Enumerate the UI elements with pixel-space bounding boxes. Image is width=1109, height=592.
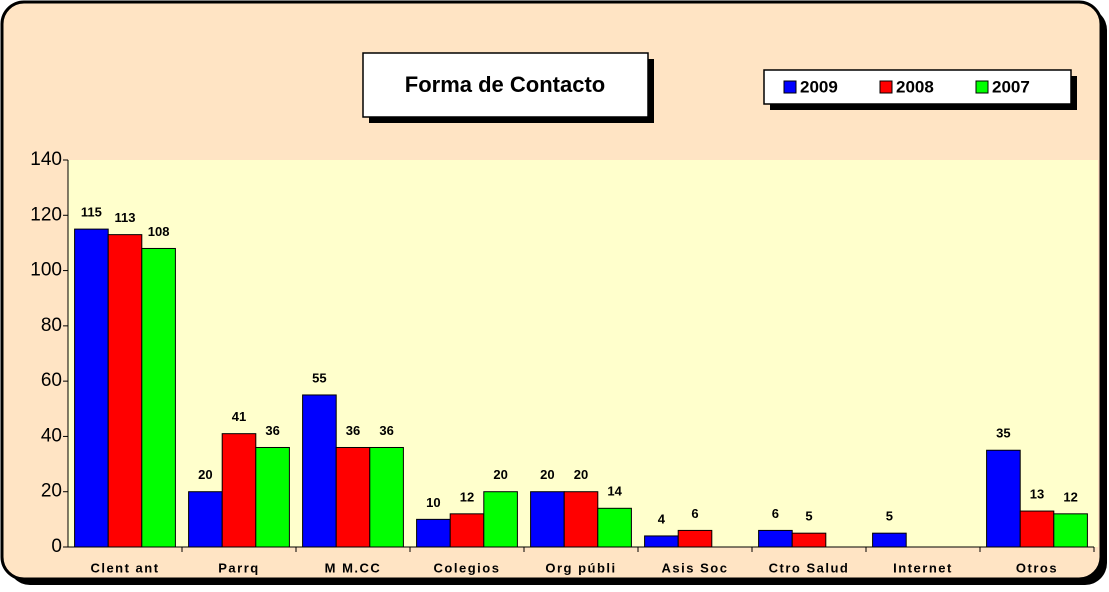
y-tick-label: 20 bbox=[41, 481, 62, 502]
x-tick-label: Clent ant bbox=[90, 560, 159, 575]
x-tick-label: Parrq bbox=[218, 560, 259, 575]
data-label: 20 bbox=[574, 467, 588, 482]
x-tick-label: M M.CC bbox=[325, 560, 382, 575]
legend-swatch bbox=[975, 80, 989, 94]
data-label: 14 bbox=[607, 484, 622, 499]
legend-swatch bbox=[879, 80, 893, 94]
data-label: 5 bbox=[805, 509, 812, 524]
data-label: 113 bbox=[115, 210, 136, 225]
data-label: 4 bbox=[658, 511, 666, 526]
x-tick-label: Asis Soc bbox=[662, 560, 729, 575]
data-label: 20 bbox=[493, 467, 507, 482]
bar bbox=[141, 247, 176, 548]
data-label: 13 bbox=[1030, 487, 1044, 502]
bar bbox=[335, 446, 371, 548]
y-tick-label: 80 bbox=[41, 315, 62, 336]
data-label: 6 bbox=[772, 506, 779, 521]
bar bbox=[449, 513, 485, 548]
data-label: 41 bbox=[232, 409, 246, 424]
data-label: 36 bbox=[346, 423, 360, 438]
data-label: 20 bbox=[540, 467, 554, 482]
bar bbox=[644, 535, 679, 548]
bar bbox=[1053, 513, 1088, 548]
y-tick-label: 40 bbox=[41, 425, 62, 446]
title-box bbox=[362, 52, 649, 118]
bar bbox=[597, 507, 632, 548]
bar bbox=[530, 491, 565, 548]
bar bbox=[758, 529, 793, 548]
plot: 0 20 40 60 80 100 120 140 Clent ant 115 113 108 Parr… bbox=[30, 149, 1095, 575]
bar bbox=[791, 532, 827, 548]
bar bbox=[872, 532, 907, 548]
bar bbox=[1019, 510, 1055, 548]
y-tick-label: 100 bbox=[30, 260, 62, 281]
legend-label: 2008 bbox=[896, 77, 934, 96]
bar bbox=[107, 234, 143, 548]
bar bbox=[563, 491, 599, 548]
x-tick-label: Otros bbox=[1016, 560, 1058, 575]
x-tick-label: Internet bbox=[893, 560, 953, 575]
data-label: 12 bbox=[1063, 489, 1077, 504]
data-label: 55 bbox=[312, 370, 326, 385]
legend-label: 2009 bbox=[800, 77, 838, 96]
data-label: 36 bbox=[379, 423, 393, 438]
data-label: 36 bbox=[265, 423, 279, 438]
legend-box bbox=[763, 69, 1072, 105]
bar bbox=[483, 491, 518, 548]
y-tick-label: 60 bbox=[41, 370, 62, 391]
y-tick-label: 120 bbox=[30, 204, 62, 225]
bar bbox=[188, 491, 223, 548]
data-label: 6 bbox=[691, 506, 698, 521]
x-tick-label: Colegios bbox=[434, 560, 501, 575]
data-label: 108 bbox=[148, 224, 170, 239]
data-label: 10 bbox=[426, 495, 440, 510]
data-label: 35 bbox=[996, 426, 1010, 441]
legend: 2009 2008 2007 bbox=[783, 77, 1030, 96]
bar bbox=[74, 228, 109, 548]
bar bbox=[369, 446, 404, 548]
y-tick-label: 0 bbox=[51, 536, 62, 557]
y-tick-label: 140 bbox=[30, 149, 62, 170]
bar bbox=[677, 529, 713, 548]
data-label: 5 bbox=[886, 509, 893, 524]
bar bbox=[255, 446, 290, 548]
bar bbox=[221, 433, 257, 548]
data-label: 12 bbox=[460, 489, 474, 504]
chart-title: Forma de Contacto bbox=[405, 72, 605, 97]
bar bbox=[416, 518, 451, 548]
legend-swatch bbox=[783, 80, 797, 94]
x-tick-label: Org públi bbox=[545, 560, 616, 575]
legend-label: 2007 bbox=[992, 77, 1030, 96]
bar bbox=[302, 394, 337, 548]
bar bbox=[986, 449, 1021, 548]
x-tick-label: Ctro Salud bbox=[769, 560, 850, 575]
data-label: 115 bbox=[81, 205, 102, 220]
data-label: 20 bbox=[198, 467, 212, 482]
